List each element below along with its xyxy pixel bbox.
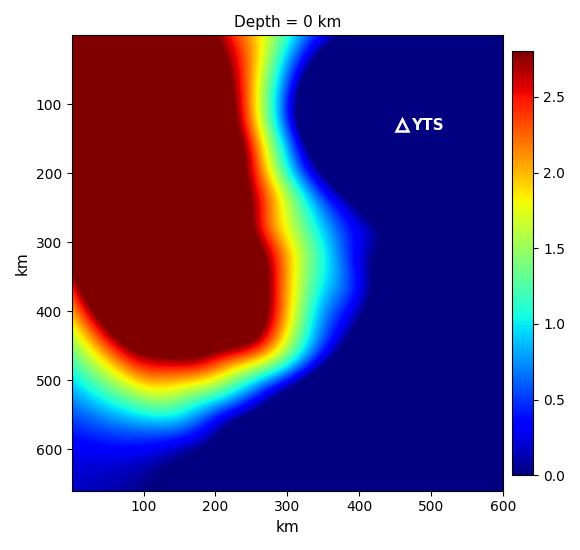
Text: YTS: YTS (411, 118, 444, 133)
X-axis label: km: km (276, 520, 299, 535)
Title: Depth = 0 km: Depth = 0 km (234, 15, 341, 30)
Y-axis label: km: km (15, 251, 30, 275)
